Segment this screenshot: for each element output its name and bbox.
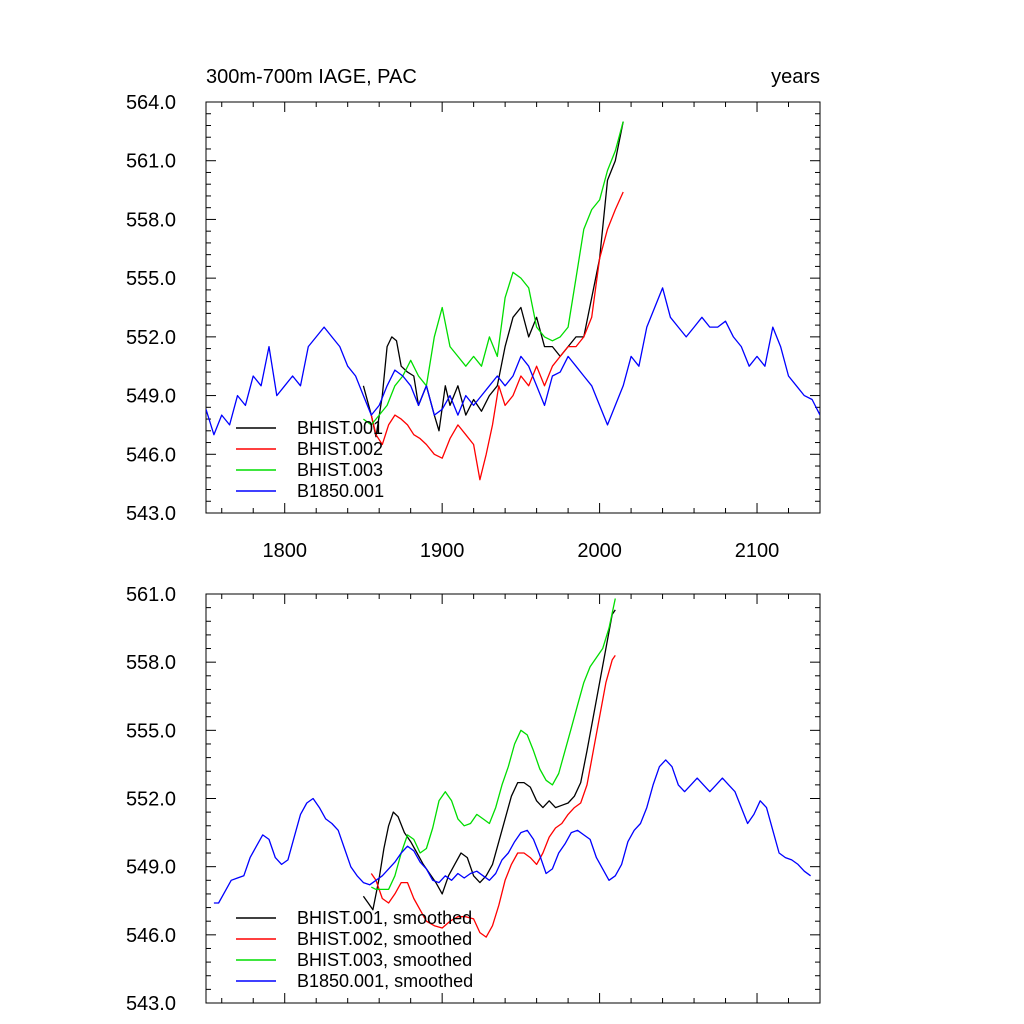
y-tick-label: 552.0 [126, 789, 176, 811]
y-tick-label: 564.0 [126, 92, 176, 114]
legend-label: BHIST.001 [297, 418, 383, 438]
y-tick-label: 543.0 [126, 503, 176, 525]
chart-title: 300m-700m IAGE, PAC [206, 66, 417, 88]
y-tick-label: 546.0 [126, 925, 176, 947]
x-tick-label: 1900 [420, 540, 465, 562]
y-tick-label: 555.0 [126, 720, 176, 742]
y-tick-label: 549.0 [126, 857, 176, 879]
series-line-bhist-003-smoothed [371, 598, 616, 891]
series-line-bhist-001 [362, 121, 624, 438]
chart-right-title: years [771, 66, 820, 88]
x-tick-label: 1800 [262, 540, 307, 562]
series-line-b1850-001-smoothed [213, 759, 811, 904]
series-line-bhist-003 [363, 121, 624, 426]
y-tick-label: 549.0 [126, 386, 176, 408]
series-line-b1850-001 [206, 287, 820, 436]
legend-label: BHIST.002 [297, 439, 383, 459]
series-line-bhist-002 [370, 191, 624, 481]
legend-label: B1850.001 [297, 481, 384, 501]
series-line-bhist-001-smoothed [362, 609, 616, 911]
legend-label: BHIST.002, smoothed [297, 929, 472, 949]
y-tick-label: 558.0 [126, 209, 176, 231]
y-tick-label: 561.0 [126, 151, 176, 173]
legend-label: BHIST.003 [297, 460, 383, 480]
x-tick-label: 2100 [735, 540, 780, 562]
legend-label: B1850.001, smoothed [297, 971, 473, 991]
plot-frame [205, 101, 821, 514]
y-tick-label: 555.0 [126, 268, 176, 290]
y-tick-label: 546.0 [126, 444, 176, 466]
y-tick-label: 561.0 [126, 584, 176, 606]
series-line-bhist-002-smoothed [370, 655, 616, 938]
legend-label: BHIST.001, smoothed [297, 908, 472, 928]
legend-label: BHIST.003, smoothed [297, 950, 472, 970]
x-tick-label: 2000 [577, 540, 622, 562]
y-tick-label: 552.0 [126, 327, 176, 349]
y-tick-label: 558.0 [126, 652, 176, 674]
y-tick-label: 543.0 [126, 993, 176, 1015]
top-panel: 543.0 546.0 549.0 552.0 555.0 558.0 561.0 564.0… [126, 92, 821, 562]
bottom-panel: 543.0 546.0 549.0 552.0 555.0 558.0 561.0 BHIST… [126, 584, 821, 1015]
